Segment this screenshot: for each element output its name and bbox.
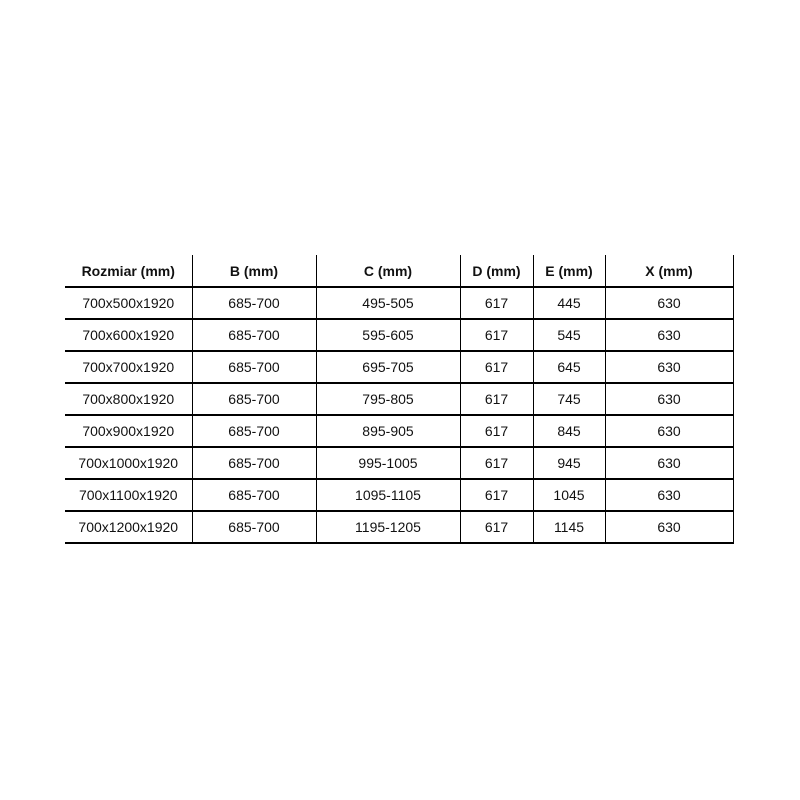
table-row: 700x800x1920 685-700 795-805 617 745 630: [65, 383, 734, 416]
cell-b: 685-700: [192, 383, 317, 416]
cell-x: 630: [605, 447, 734, 480]
table-row: 700x700x1920 685-700 695-705 617 645 630: [65, 351, 734, 384]
cell-c: 595-605: [316, 319, 461, 352]
cell-d: 617: [460, 479, 534, 512]
cell-c: 895-905: [316, 415, 461, 448]
header-cell-rozmiar: Rozmiar (mm): [65, 255, 193, 288]
cell-rozmiar: 700x800x1920: [65, 383, 193, 416]
cell-c: 1095-1105: [316, 479, 461, 512]
cell-d: 617: [460, 319, 534, 352]
cell-x: 630: [605, 383, 734, 416]
cell-b: 685-700: [192, 447, 317, 480]
cell-x: 630: [605, 479, 734, 512]
cell-d: 617: [460, 447, 534, 480]
table-row: 700x1000x1920 685-700 995-1005 617 945 6…: [65, 447, 734, 480]
cell-b: 685-700: [192, 479, 317, 512]
spec-table: Rozmiar (mm) B (mm) C (mm) D (mm) E (mm)…: [65, 255, 734, 544]
cell-x: 630: [605, 415, 734, 448]
cell-d: 617: [460, 383, 534, 416]
cell-e: 545: [533, 319, 606, 352]
header-cell-b: B (mm): [192, 255, 317, 288]
cell-rozmiar: 700x900x1920: [65, 415, 193, 448]
cell-e: 845: [533, 415, 606, 448]
header-cell-d: D (mm): [460, 255, 534, 288]
cell-c: 1195-1205: [316, 511, 461, 544]
table-row: 700x600x1920 685-700 595-605 617 545 630: [65, 319, 734, 352]
cell-d: 617: [460, 415, 534, 448]
cell-d: 617: [460, 511, 534, 544]
table-row: 700x1200x1920 685-700 1195-1205 617 1145…: [65, 511, 734, 544]
cell-x: 630: [605, 511, 734, 544]
cell-rozmiar: 700x600x1920: [65, 319, 193, 352]
cell-b: 685-700: [192, 511, 317, 544]
table-row: 700x500x1920 685-700 495-505 617 445 630: [65, 287, 734, 320]
table-header-row: Rozmiar (mm) B (mm) C (mm) D (mm) E (mm)…: [65, 255, 734, 288]
cell-e: 645: [533, 351, 606, 384]
cell-b: 685-700: [192, 415, 317, 448]
cell-c: 695-705: [316, 351, 461, 384]
table-row: 700x1100x1920 685-700 1095-1105 617 1045…: [65, 479, 734, 512]
cell-rozmiar: 700x1000x1920: [65, 447, 193, 480]
cell-c: 795-805: [316, 383, 461, 416]
cell-b: 685-700: [192, 319, 317, 352]
cell-rozmiar: 700x500x1920: [65, 287, 193, 320]
cell-e: 745: [533, 383, 606, 416]
cell-rozmiar: 700x1200x1920: [65, 511, 193, 544]
cell-c: 995-1005: [316, 447, 461, 480]
cell-e: 945: [533, 447, 606, 480]
header-cell-c: C (mm): [316, 255, 461, 288]
cell-rozmiar: 700x700x1920: [65, 351, 193, 384]
cell-d: 617: [460, 287, 534, 320]
cell-rozmiar: 700x1100x1920: [65, 479, 193, 512]
cell-c: 495-505: [316, 287, 461, 320]
cell-b: 685-700: [192, 287, 317, 320]
cell-e: 445: [533, 287, 606, 320]
cell-b: 685-700: [192, 351, 317, 384]
header-cell-x: X (mm): [605, 255, 734, 288]
cell-x: 630: [605, 319, 734, 352]
table-row: 700x900x1920 685-700 895-905 617 845 630: [65, 415, 734, 448]
cell-x: 630: [605, 351, 734, 384]
cell-e: 1045: [533, 479, 606, 512]
cell-d: 617: [460, 351, 534, 384]
header-cell-e: E (mm): [533, 255, 606, 288]
cell-x: 630: [605, 287, 734, 320]
cell-e: 1145: [533, 511, 606, 544]
